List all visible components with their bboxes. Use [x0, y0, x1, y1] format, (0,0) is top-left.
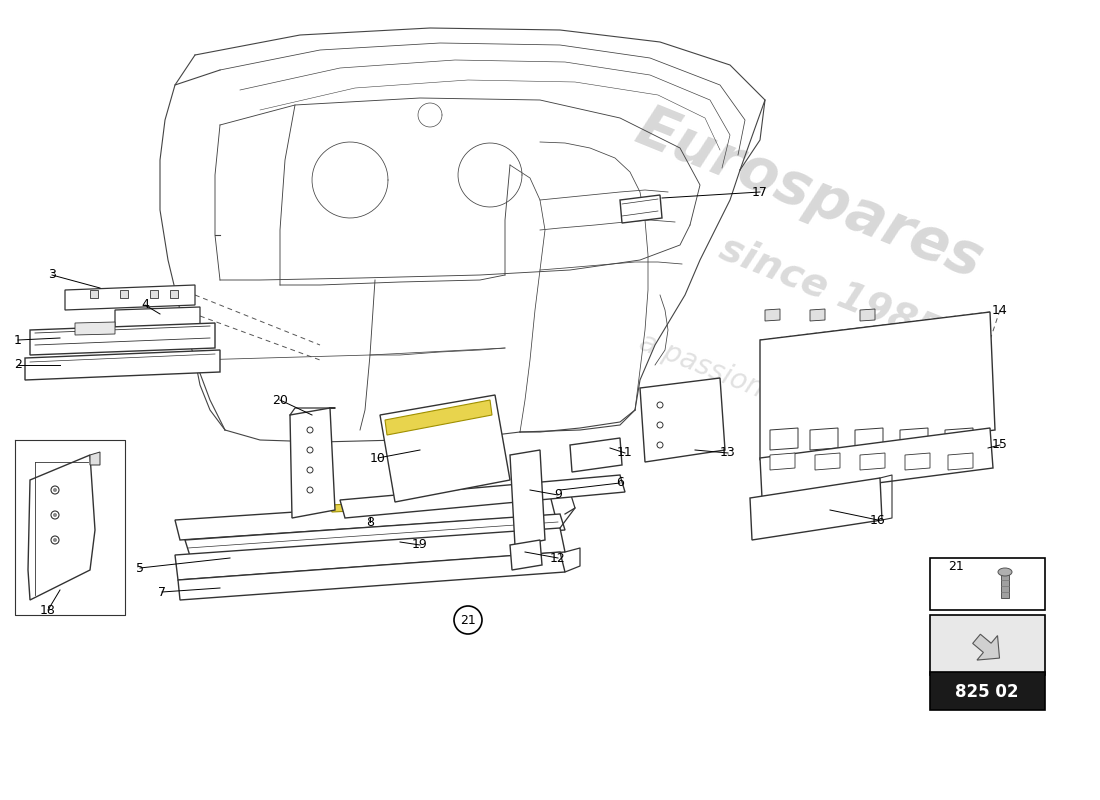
Circle shape: [307, 427, 314, 433]
Polygon shape: [510, 540, 542, 570]
Polygon shape: [90, 452, 100, 465]
Polygon shape: [30, 323, 214, 355]
Polygon shape: [25, 350, 220, 380]
Polygon shape: [175, 495, 556, 540]
Polygon shape: [900, 428, 928, 450]
Text: 8: 8: [366, 515, 374, 529]
Polygon shape: [175, 528, 565, 580]
Circle shape: [307, 487, 314, 493]
Polygon shape: [120, 290, 128, 298]
Circle shape: [53, 513, 57, 517]
Text: 10: 10: [370, 451, 386, 465]
Polygon shape: [90, 290, 98, 298]
Text: 11: 11: [617, 446, 632, 459]
Polygon shape: [905, 453, 930, 470]
Text: 14: 14: [992, 303, 1008, 317]
Polygon shape: [28, 455, 95, 600]
Circle shape: [51, 536, 59, 544]
Polygon shape: [570, 438, 622, 472]
Text: 12: 12: [550, 551, 565, 565]
Text: 3: 3: [48, 269, 56, 282]
Polygon shape: [760, 428, 993, 498]
Polygon shape: [810, 309, 825, 321]
Bar: [930, 558, 1045, 610]
Text: 7: 7: [158, 586, 166, 598]
Polygon shape: [385, 400, 492, 435]
Polygon shape: [764, 309, 780, 321]
Text: 9: 9: [554, 489, 562, 502]
Text: 2: 2: [14, 358, 22, 371]
Polygon shape: [770, 453, 795, 470]
Polygon shape: [760, 312, 996, 460]
Text: 1: 1: [14, 334, 22, 346]
Polygon shape: [620, 195, 662, 223]
Circle shape: [53, 538, 57, 542]
Polygon shape: [860, 453, 886, 470]
Circle shape: [657, 442, 663, 448]
Text: 17: 17: [752, 186, 768, 198]
Polygon shape: [185, 514, 565, 556]
Polygon shape: [972, 634, 1000, 660]
Bar: [930, 615, 1045, 675]
Text: 825 02: 825 02: [955, 683, 1019, 701]
Ellipse shape: [998, 568, 1012, 576]
Circle shape: [657, 422, 663, 428]
Polygon shape: [510, 450, 544, 546]
Polygon shape: [290, 408, 336, 518]
Text: a passion for parts: a passion for parts: [635, 329, 886, 451]
Polygon shape: [340, 475, 625, 518]
Text: 18: 18: [40, 603, 56, 617]
Polygon shape: [65, 285, 195, 310]
Polygon shape: [330, 503, 372, 512]
Text: 19: 19: [412, 538, 428, 551]
Circle shape: [307, 467, 314, 473]
Circle shape: [53, 488, 57, 492]
Text: 16: 16: [870, 514, 886, 526]
Polygon shape: [75, 322, 116, 335]
Text: 6: 6: [616, 477, 624, 490]
Text: 20: 20: [272, 394, 288, 406]
Polygon shape: [810, 428, 838, 450]
Polygon shape: [178, 552, 565, 600]
Circle shape: [51, 486, 59, 494]
Circle shape: [51, 511, 59, 519]
Polygon shape: [150, 290, 158, 298]
Polygon shape: [948, 453, 974, 470]
Text: 21: 21: [948, 560, 964, 573]
Text: 4: 4: [141, 298, 149, 311]
Polygon shape: [855, 428, 883, 450]
Circle shape: [657, 402, 663, 408]
Text: Eurospares: Eurospares: [628, 99, 992, 290]
Text: since 1985: since 1985: [714, 228, 946, 352]
Polygon shape: [640, 378, 725, 462]
Text: 15: 15: [992, 438, 1008, 451]
Polygon shape: [116, 307, 200, 328]
Polygon shape: [750, 478, 882, 540]
Polygon shape: [379, 395, 510, 502]
Text: 5: 5: [136, 562, 144, 574]
Text: 21: 21: [460, 614, 476, 626]
Polygon shape: [860, 309, 875, 321]
Bar: [930, 672, 1045, 710]
Polygon shape: [770, 428, 798, 450]
Polygon shape: [815, 453, 840, 470]
Polygon shape: [170, 290, 178, 298]
Text: 13: 13: [720, 446, 736, 459]
Circle shape: [307, 447, 314, 453]
Bar: [1001, 574, 1009, 598]
Polygon shape: [945, 428, 974, 450]
